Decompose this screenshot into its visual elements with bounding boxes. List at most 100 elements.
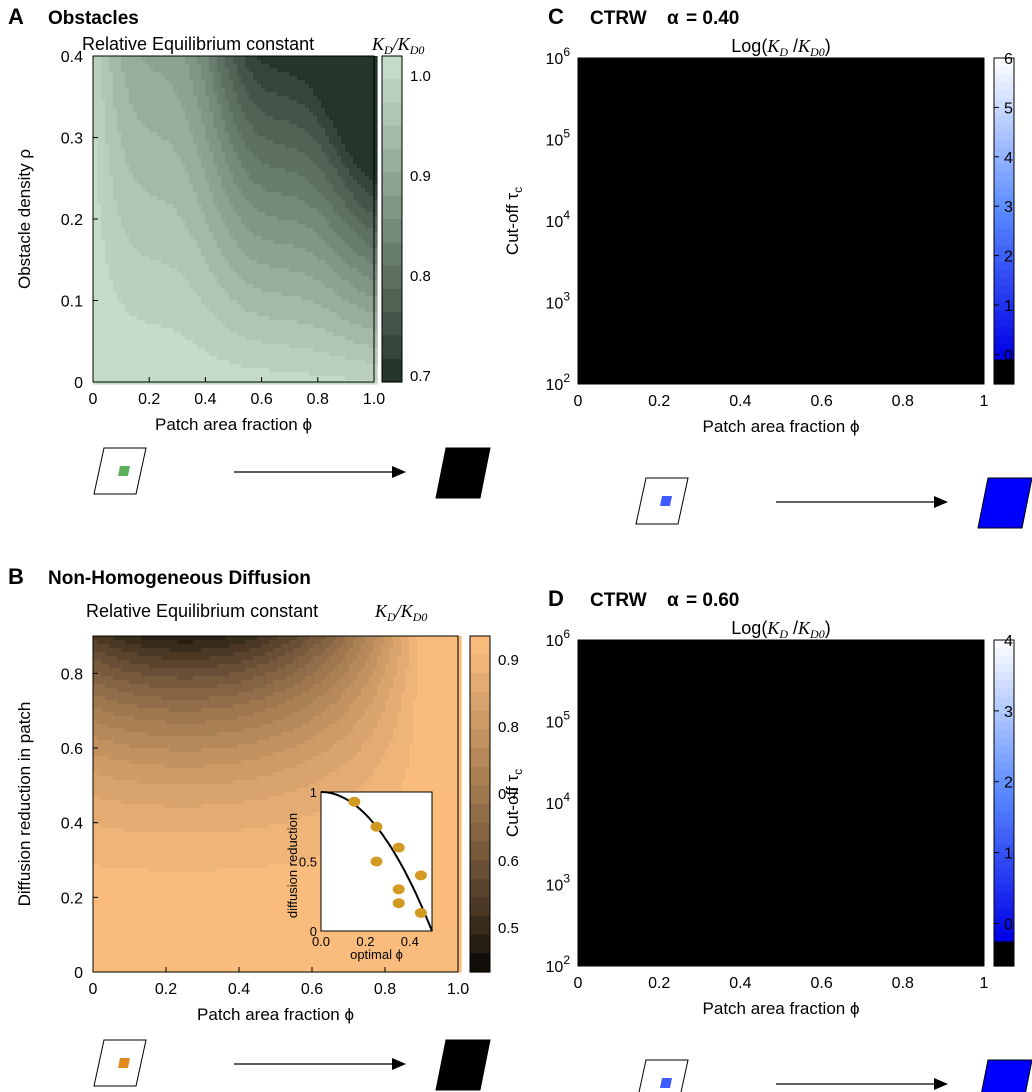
inset-ytick: 0 <box>310 924 317 939</box>
arrow-head <box>934 496 948 508</box>
colorbar-tick-c: 4 <box>1004 150 1013 167</box>
subtitle-b: Relative Equilibrium constant <box>86 601 318 621</box>
ylabel-a: Obstacle density ρ <box>15 149 34 289</box>
heatmap-b <box>93 636 462 973</box>
xtick-label-c: 0.6 <box>810 393 832 410</box>
xtick-label-d: 0.2 <box>648 975 670 992</box>
inset-point <box>392 884 405 895</box>
inset-xtick: 0.2 <box>356 934 374 949</box>
patch-small-square <box>660 1078 672 1088</box>
colorbar-tick-c: 2 <box>1004 249 1013 266</box>
heatmap-a <box>93 56 378 385</box>
ytick-label-a: 0.2 <box>61 212 83 229</box>
panel-title-b: Non-Homogeneous Diffusion <box>48 568 311 589</box>
ytick-label-d: 103 <box>546 872 571 895</box>
colorbar-tick-b: 0.6 <box>498 853 519 870</box>
subtitle-d: Log(KD /KD0) <box>731 618 830 641</box>
inset-point <box>392 898 405 909</box>
inset-point <box>392 842 405 853</box>
inset-xlabel: optimal ϕ <box>350 947 403 962</box>
xtick-label-b: 0.6 <box>301 981 323 998</box>
inset-ylabel: diffusion reduction <box>285 813 300 918</box>
alpha-value-d: = 0.60 <box>686 590 739 611</box>
inset-point <box>414 870 427 881</box>
ytick-label-c: 106 <box>546 45 571 68</box>
xtick-label-b: 0 <box>89 981 98 998</box>
patch-small-frame <box>638 1059 689 1092</box>
ytick-label-c: 103 <box>546 290 571 313</box>
alpha-symbol-c: α <box>667 8 679 29</box>
colorbar-tick-c: 1 <box>1004 298 1013 315</box>
xtick-label-b: 0.4 <box>228 981 250 998</box>
colorbar-tick-d: 3 <box>1004 704 1013 721</box>
subtitle-math-b: KD/KD0 <box>374 601 427 624</box>
colorbar-tick-b: 0.5 <box>498 920 519 937</box>
patch-big-square <box>977 477 1032 529</box>
ytick-label-d: 102 <box>546 953 571 976</box>
inset-xtick: 0.4 <box>401 934 419 949</box>
xtick-label-c: 0 <box>574 393 583 410</box>
colorbar-d <box>993 639 1015 967</box>
xtick-label-d: 1 <box>980 975 989 992</box>
ytick-label-a: 0.3 <box>61 131 83 148</box>
inset-ytick: 1 <box>310 785 317 800</box>
colorbar-tick-b: 0.9 <box>498 652 519 669</box>
colorbar-a <box>381 55 403 383</box>
ytick-label-a: 0.4 <box>61 49 83 66</box>
xtick-label-c: 0.8 <box>892 393 914 410</box>
ylabel-d: Cut-off τc <box>503 769 525 837</box>
xlabel-b: Patch area fraction ϕ <box>197 1005 354 1024</box>
colorbar-tick-c: 6 <box>1004 51 1013 68</box>
inset-xtick: 0.0 <box>312 934 330 949</box>
xtick-label-c: 1 <box>980 393 989 410</box>
ylabel-c: Cut-off τc <box>503 187 525 255</box>
xtick-label-a: 0.2 <box>138 391 160 408</box>
colorbar-tick-b: 0.8 <box>498 719 519 736</box>
xtick-label-b: 1.0 <box>447 981 469 998</box>
ytick-label-a: 0 <box>74 375 83 392</box>
patch-big-square <box>981 1059 1032 1092</box>
colorbar-tick-c: 3 <box>1004 199 1013 216</box>
panel-title-d: CTRW <box>590 590 647 611</box>
colorbar-tick-a: 0.9 <box>410 168 431 185</box>
panel-title-c: CTRW <box>590 8 647 29</box>
xlabel-d: Patch area fraction ϕ <box>703 999 860 1018</box>
ytick-label-d: 105 <box>546 709 571 732</box>
xtick-label-b: 0.8 <box>374 981 396 998</box>
xtick-label-c: 0.4 <box>729 393 751 410</box>
xlabel-c: Patch area fraction ϕ <box>703 417 860 436</box>
xtick-label-d: 0.8 <box>892 975 914 992</box>
alpha-value-c: = 0.40 <box>686 8 739 29</box>
contour-band-c <box>578 58 984 384</box>
ytick-label-d: 106 <box>546 627 571 650</box>
xtick-label-a: 0.4 <box>194 391 216 408</box>
ytick-label-b: 0.8 <box>61 666 83 683</box>
subtitle-math-a: KD/KD0 <box>371 34 424 57</box>
arrow-head <box>392 466 406 478</box>
inset-point <box>348 796 361 807</box>
xlabel-a: Patch area fraction ϕ <box>155 415 312 434</box>
colorbar-tick-c: 5 <box>1004 100 1013 117</box>
colorbar-b <box>469 635 491 973</box>
heatmap-d <box>578 640 984 966</box>
colorbar-frame <box>993 639 1015 967</box>
ytick-label-b: 0.6 <box>61 741 83 758</box>
xtick-label-a: 0.6 <box>250 391 272 408</box>
ytick-label-b: 0 <box>74 965 83 982</box>
patch-small-square <box>118 466 130 476</box>
patch-schematic-a <box>93 447 491 499</box>
xtick-label-b: 0.2 <box>155 981 177 998</box>
colorbar-tick-a: 0.8 <box>410 268 431 285</box>
colorbar-tick-d: 2 <box>1004 775 1013 792</box>
xtick-label-a: 0.8 <box>307 391 329 408</box>
inset-ytick: 0.5 <box>299 855 317 870</box>
xtick-label-d: 0 <box>574 975 583 992</box>
colorbar-tick-d: 4 <box>1004 633 1013 650</box>
patch-schematic-b <box>93 1039 491 1091</box>
xtick-label-d: 0.4 <box>729 975 751 992</box>
ytick-label-c: 105 <box>546 127 571 150</box>
patch-small-square <box>660 496 672 506</box>
arrow-head <box>392 1058 406 1070</box>
inset-point <box>370 821 383 832</box>
